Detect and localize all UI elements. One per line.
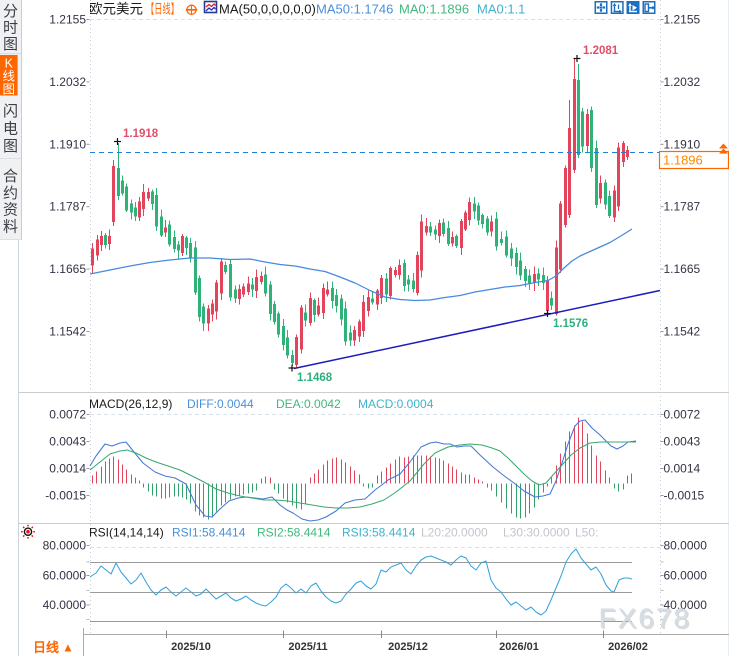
svg-text:0.0043: 0.0043	[664, 435, 701, 449]
svg-text:时: 时	[3, 20, 18, 37]
svg-text:MA0:1.1: MA0:1.1	[477, 2, 525, 17]
svg-text:DEA:0.0042: DEA:0.0042	[276, 397, 341, 411]
svg-text:1.1468: 1.1468	[297, 372, 333, 384]
svg-text:1.1787: 1.1787	[664, 200, 701, 214]
svg-text:1.1910: 1.1910	[664, 137, 701, 151]
svg-text:资: 资	[3, 202, 18, 219]
svg-text:RSI2:58.4414: RSI2:58.4414	[257, 526, 331, 540]
svg-text:80.0000: 80.0000	[43, 539, 87, 553]
svg-text:1.1542: 1.1542	[664, 325, 701, 339]
svg-text:2025/11: 2025/11	[288, 641, 327, 653]
svg-text:RSI(14,14,14): RSI(14,14,14)	[89, 526, 164, 540]
svg-text:FX678: FX678	[600, 604, 693, 635]
svg-text:DIFF:0.0044: DIFF:0.0044	[187, 397, 254, 411]
svg-text:分: 分	[3, 3, 18, 20]
svg-text:0.0014: 0.0014	[49, 462, 86, 476]
svg-text:60.0000: 60.0000	[43, 569, 87, 583]
svg-text:线: 线	[3, 70, 16, 84]
svg-text:1.2081: 1.2081	[583, 45, 619, 57]
svg-text:1.1576: 1.1576	[553, 318, 588, 330]
svg-text:1.2032: 1.2032	[664, 75, 701, 89]
svg-text:图: 图	[3, 36, 18, 53]
svg-text:闪: 闪	[3, 103, 18, 120]
svg-text:L30:30.0000: L30:30.0000	[503, 526, 570, 540]
svg-text:0.0072: 0.0072	[49, 408, 86, 422]
svg-text:L20:20.0000: L20:20.0000	[421, 526, 488, 540]
svg-text:【日线】: 【日线】	[146, 2, 179, 17]
svg-text:图: 图	[3, 138, 18, 155]
svg-text:2026/02: 2026/02	[608, 641, 648, 653]
svg-text:2025/12: 2025/12	[388, 641, 428, 653]
svg-text:MACD(26,12,9): MACD(26,12,9)	[89, 397, 172, 411]
svg-text:1.2155: 1.2155	[664, 13, 701, 27]
svg-text:1.1542: 1.1542	[49, 325, 86, 339]
svg-text:MA50:1.1746: MA50:1.1746	[316, 2, 393, 17]
svg-text:FX678: FX678	[599, 603, 692, 634]
svg-text:1.1918: 1.1918	[123, 128, 159, 140]
svg-text:2025/10: 2025/10	[171, 641, 211, 653]
svg-text:1.1787: 1.1787	[49, 200, 86, 214]
svg-text:日线: 日线	[33, 640, 59, 655]
svg-text:电: 电	[3, 121, 18, 138]
svg-text:合: 合	[3, 168, 18, 185]
svg-text:1.2155: 1.2155	[49, 13, 86, 27]
svg-text:料: 料	[3, 218, 18, 235]
svg-text:0.0043: 0.0043	[49, 435, 86, 449]
svg-text:0.0014: 0.0014	[664, 462, 701, 476]
svg-text:约: 约	[3, 185, 18, 202]
svg-text:L50:: L50:	[575, 526, 598, 540]
svg-text:1.1665: 1.1665	[49, 262, 86, 276]
svg-text:RSI1:58.4414: RSI1:58.4414	[172, 526, 246, 540]
svg-text:-0.0015: -0.0015	[664, 489, 705, 503]
svg-text:1.2032: 1.2032	[49, 75, 86, 89]
svg-text:1.1910: 1.1910	[49, 137, 86, 151]
svg-text:-0.0015: -0.0015	[45, 489, 86, 503]
svg-text:0.0072: 0.0072	[664, 408, 701, 422]
svg-text:RSI3:58.4414: RSI3:58.4414	[342, 526, 416, 540]
svg-text:60.0000: 60.0000	[664, 569, 708, 583]
svg-text:1.1665: 1.1665	[664, 262, 701, 276]
svg-text:40.0000: 40.0000	[43, 598, 87, 612]
svg-text:MA0:1.1896: MA0:1.1896	[399, 2, 469, 17]
svg-text:1.1896: 1.1896	[663, 153, 703, 168]
svg-text:MACD:0.0004: MACD:0.0004	[358, 397, 434, 411]
svg-text:K: K	[5, 57, 14, 71]
svg-text:MA(50,0,0,0,0,0): MA(50,0,0,0,0,0)	[219, 2, 316, 17]
svg-text:40.0000: 40.0000	[664, 598, 708, 612]
svg-text:2026/01: 2026/01	[499, 641, 539, 653]
svg-text:80.0000: 80.0000	[664, 539, 708, 553]
svg-text:欧元美元: 欧元美元	[89, 2, 143, 17]
svg-text:图: 图	[3, 83, 16, 97]
svg-text:▲: ▲	[62, 641, 74, 655]
